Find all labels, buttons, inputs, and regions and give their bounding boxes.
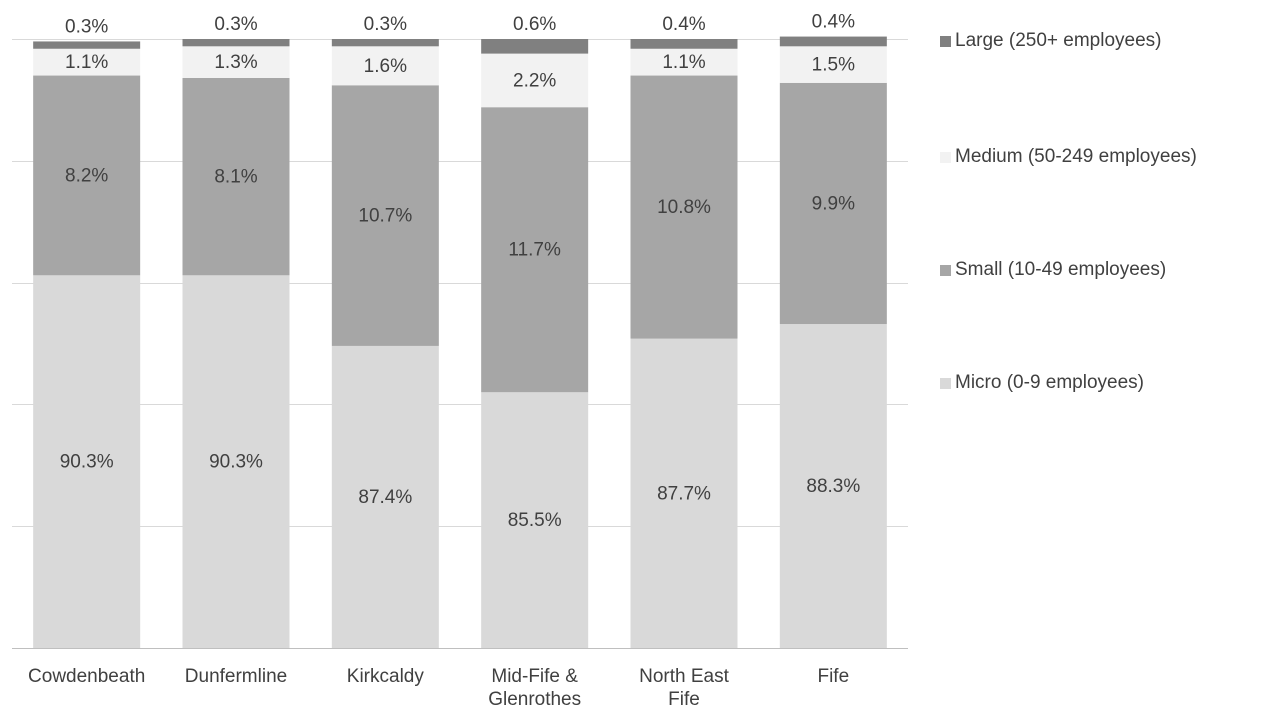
data-label: 1.1% xyxy=(65,52,108,73)
data-labels: 90.3% 8.2% 1.1% 0.3% 90.3% 8.1% 1.3% 0.3% 87.4% 1… xyxy=(60,12,861,532)
x-tick-label: Dunfermline xyxy=(185,666,287,687)
x-tick-label-line: Dunfermline xyxy=(185,666,287,687)
legend-item: Medium (50-249 employees) xyxy=(940,145,1197,169)
bar-segment xyxy=(481,53,589,108)
legend-item: Micro (0-9 employees) xyxy=(940,371,1144,395)
x-tick-label-line: North East xyxy=(639,666,729,687)
data-label: 8.1% xyxy=(214,167,257,188)
x-tick-label: Fife xyxy=(817,666,849,687)
data-label: 8.2% xyxy=(65,165,108,186)
bars xyxy=(33,36,887,648)
legend-item: Large (250+ employees) xyxy=(940,29,1162,53)
data-label: 85.5% xyxy=(508,510,562,531)
data-label: 87.7% xyxy=(657,483,711,504)
x-tick-label: Kirkcaldy xyxy=(347,666,425,687)
legend-swatch xyxy=(940,151,951,163)
data-label: 10.7% xyxy=(358,206,412,227)
bar-segment xyxy=(630,39,738,49)
bar-segment xyxy=(33,41,141,49)
x-tick-label-line: Kirkcaldy xyxy=(347,666,425,687)
legend-item: Small (10-49 employees) xyxy=(940,258,1166,282)
bar-segment xyxy=(779,324,887,648)
data-label: 2.2% xyxy=(513,70,556,91)
bar-segment xyxy=(331,46,439,86)
x-tick-label: North East Fife xyxy=(639,666,729,710)
data-label: 1.5% xyxy=(812,55,855,76)
data-label: 88.3% xyxy=(806,476,860,497)
legend-swatch xyxy=(940,35,951,47)
x-tick-label: Mid-Fife & Glenrothes xyxy=(488,666,581,710)
bar-segment xyxy=(182,77,290,276)
bar-segment xyxy=(331,345,439,648)
data-label: 1.6% xyxy=(364,56,407,77)
bar-segment xyxy=(779,82,887,325)
x-axis: Cowdenbeath Dunfermline Kirkcaldy Mid-Fife … xyxy=(28,666,849,710)
data-label: 9.9% xyxy=(812,193,855,214)
bar-segment xyxy=(182,39,290,47)
x-tick-label-line: Fife xyxy=(817,666,849,687)
data-label: 87.4% xyxy=(358,487,412,508)
data-label: 11.7% xyxy=(508,240,561,261)
data-label: 0.4% xyxy=(812,12,855,33)
bar-segment xyxy=(33,275,141,648)
legend-label: Medium (50-249 employees) xyxy=(955,146,1197,167)
bar-segment xyxy=(630,338,738,648)
gridlines xyxy=(12,39,908,649)
bar-segment xyxy=(331,39,439,47)
data-label: 1.3% xyxy=(214,52,257,73)
x-tick-label-line: Cowdenbeath xyxy=(28,666,145,687)
x-tick-label-line: Mid-Fife & xyxy=(491,666,578,687)
bar-segment xyxy=(779,36,887,47)
bar-segment xyxy=(33,75,141,276)
x-tick-label: Cowdenbeath xyxy=(28,666,145,687)
x-tick-label-line: Fife xyxy=(668,689,700,710)
legend-swatch xyxy=(940,264,951,276)
data-label: 10.8% xyxy=(657,197,711,218)
bar-segment xyxy=(182,275,290,648)
legend-label: Micro (0-9 employees) xyxy=(955,372,1144,393)
bar-segment xyxy=(331,85,439,346)
bar-segment xyxy=(481,392,589,648)
bar-segment xyxy=(33,48,141,76)
data-label: 0.6% xyxy=(513,14,556,35)
bar-segment xyxy=(182,46,290,78)
legend-label: Large (250+ employees) xyxy=(955,30,1162,51)
data-label: 90.3% xyxy=(60,452,114,473)
data-label: 0.3% xyxy=(214,14,257,35)
legend: Large (250+ employees) Medium (50-249 emp… xyxy=(940,0,1267,420)
legend-label: Small (10-49 employees) xyxy=(955,259,1167,280)
data-label: 0.3% xyxy=(364,14,407,35)
data-label: 0.4% xyxy=(662,14,705,35)
legend-swatch xyxy=(940,377,951,389)
data-label: 0.3% xyxy=(65,16,108,37)
bar-segment xyxy=(630,48,738,76)
x-tick-label-line: Glenrothes xyxy=(488,689,581,710)
stacked-bar-chart: 90.3% 8.2% 1.1% 0.3% 90.3% 8.1% 1.3% 0.3% 87.4% 1… xyxy=(12,12,908,710)
bar-segment xyxy=(630,75,738,339)
data-label: 90.3% xyxy=(209,452,263,473)
bar-segment xyxy=(481,107,589,393)
data-label: 1.1% xyxy=(662,52,705,73)
bar-segment xyxy=(481,39,589,54)
bar-segment xyxy=(779,46,887,83)
